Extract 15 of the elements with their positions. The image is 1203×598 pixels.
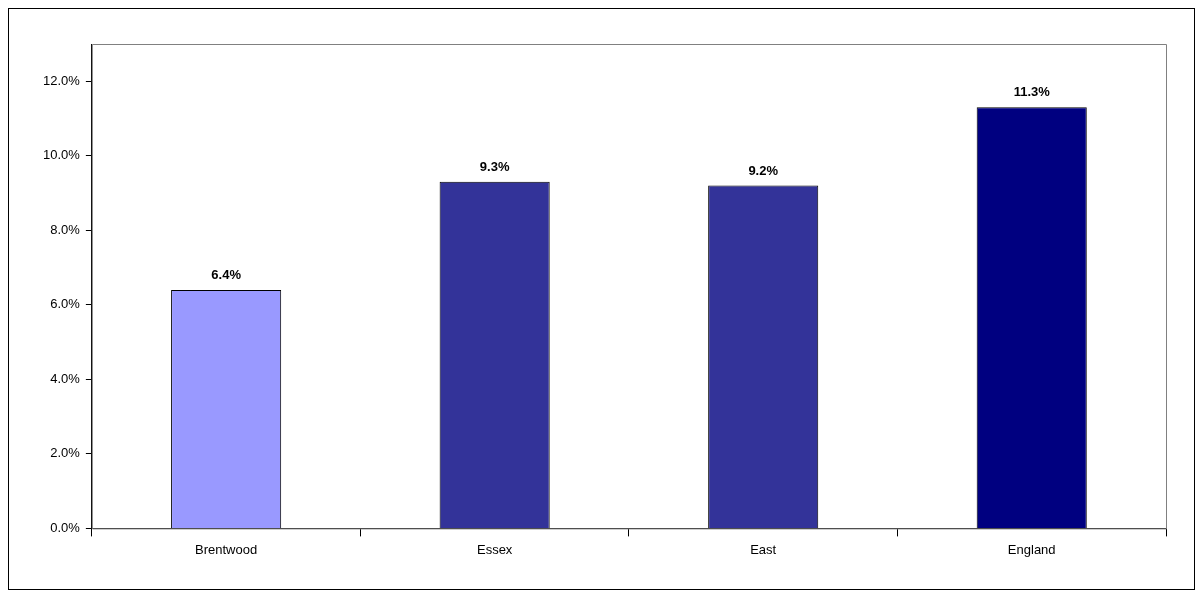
y-tick-label: 12.0%: [42, 72, 81, 88]
x-tick-label: East: [750, 541, 777, 557]
data-label: 6.4%: [211, 267, 242, 282]
x-tick-label: Essex: [476, 541, 513, 557]
x-tick-label: England: [1007, 541, 1056, 557]
y-tick-label: 10.0%: [42, 147, 81, 163]
data-label: 9.3%: [479, 158, 510, 174]
y-tick-label: 8.0%: [50, 221, 81, 237]
y-tick-label: 0.0%: [50, 519, 81, 535]
y-tick-label: 2.0%: [50, 445, 81, 461]
x-tick-label: Brentwood: [195, 541, 258, 557]
y-tick-label: 4.0%: [50, 370, 81, 386]
data-label: 11.3%: [1013, 84, 1051, 100]
data-label: 9.2%: [748, 162, 779, 178]
y-tick-label: 6.0%: [50, 296, 81, 312]
